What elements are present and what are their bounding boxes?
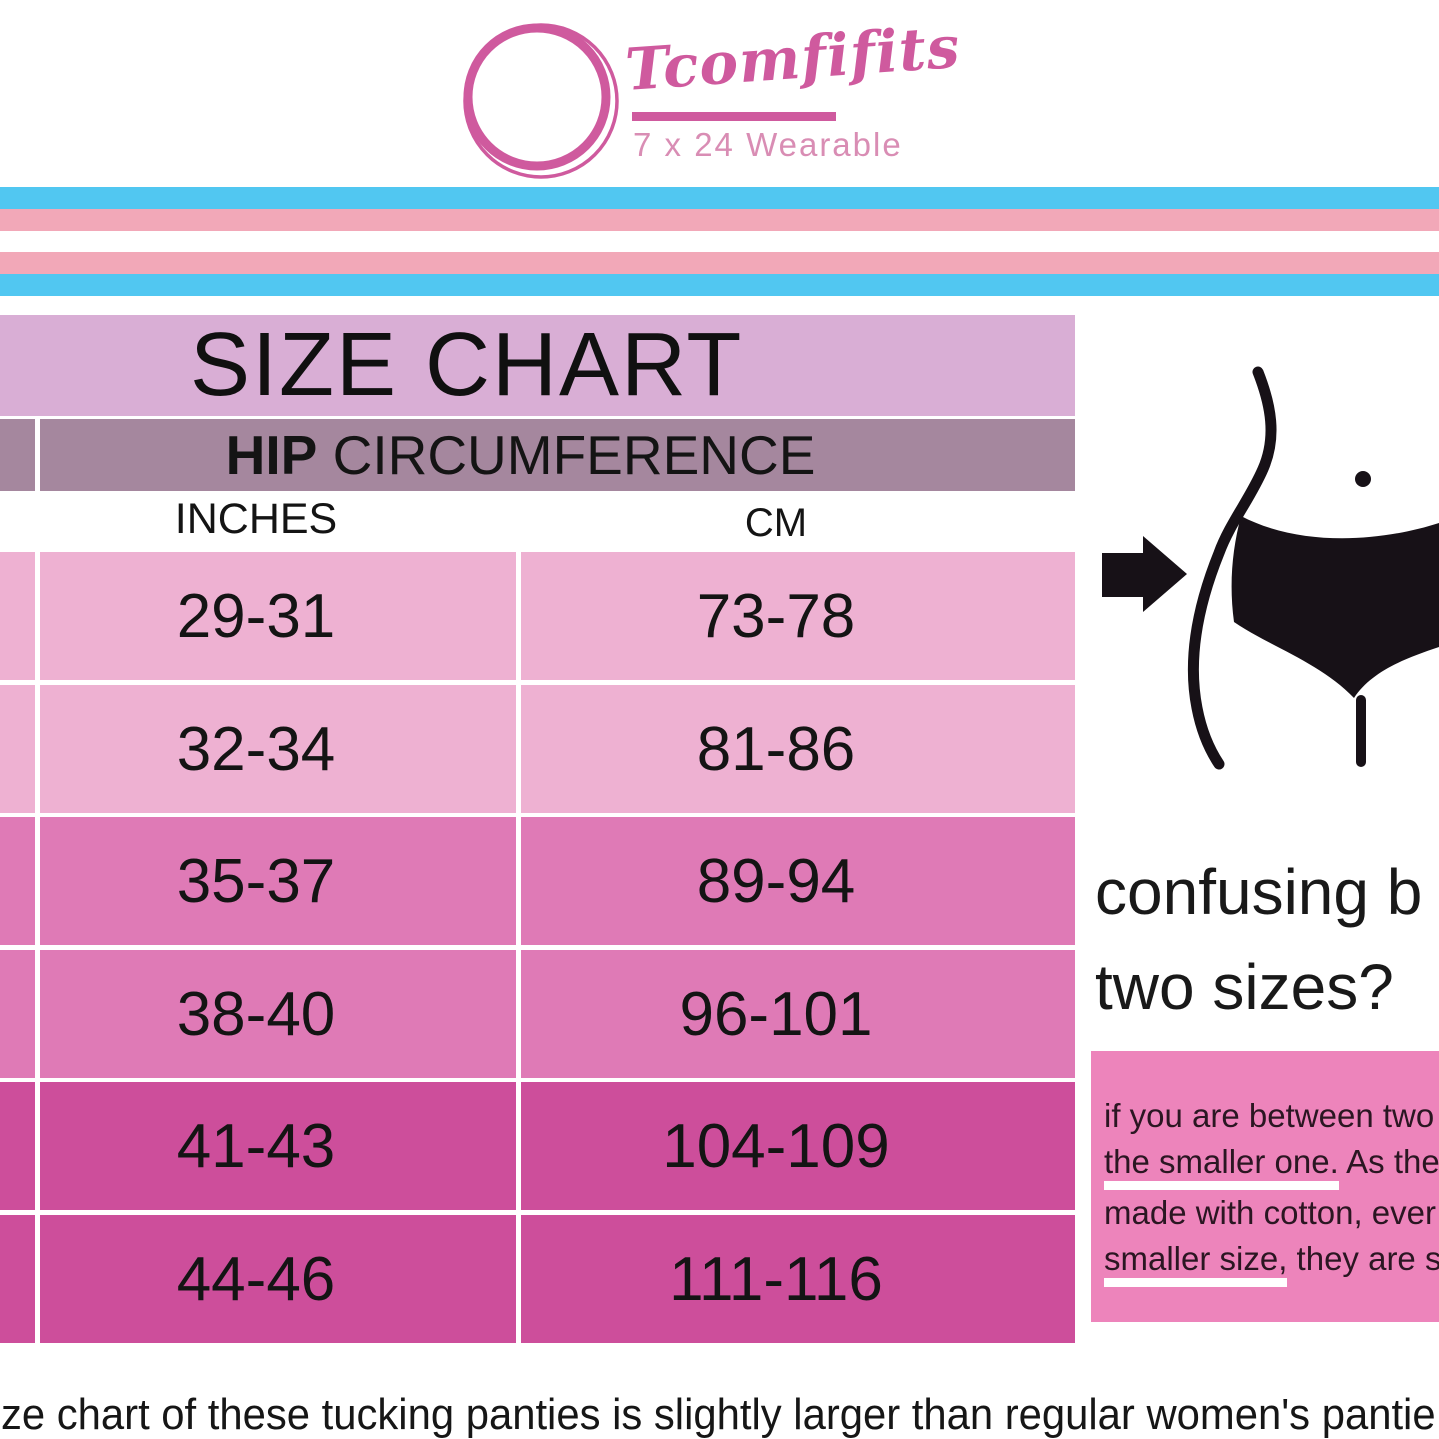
table-row: 44-46 111-116 — [0, 1215, 1075, 1343]
trans-flag-banner — [0, 187, 1439, 296]
flag-stripe-blue — [0, 187, 1439, 209]
flag-stripe-pink — [0, 252, 1439, 275]
brand-ring-icon — [463, 23, 619, 179]
column-header-cm: CM — [744, 501, 808, 545]
hip-inches-value: 44-46 — [176, 1244, 336, 1314]
flag-stripe-white — [0, 230, 1439, 253]
note-line: the smaller one. As the — [1104, 1139, 1439, 1190]
navel-dot — [1355, 471, 1371, 487]
hip-inches-value: 35-37 — [176, 846, 336, 916]
body-outline — [1187, 366, 1277, 770]
note-line: smaller size, they are s — [1104, 1236, 1439, 1287]
arrow-right-icon — [1102, 536, 1187, 612]
hip-cm-value: 104-109 — [662, 1111, 890, 1181]
hip-cm-value: 96-101 — [679, 979, 873, 1049]
row-left-sliver — [0, 552, 35, 680]
hip-cm-value: 89-94 — [696, 846, 856, 916]
brand-tagline: 7 x 24 Wearable — [633, 126, 903, 163]
row-left-sliver — [0, 1215, 35, 1343]
hip-cm-value: 111-116 — [669, 1244, 883, 1314]
row-left-sliver — [0, 685, 35, 813]
note-line: made with cotton, ever — [1104, 1194, 1436, 1231]
sizing-note-box: if you are between two the smaller one. … — [1091, 1051, 1439, 1322]
sizing-note-text: if you are between two the smaller one. … — [1104, 1093, 1439, 1287]
flag-stripe-pink — [0, 208, 1439, 231]
sizing-question-line2: two sizes? — [1095, 951, 1394, 1023]
table-row: 29-31 73-78 — [0, 552, 1075, 680]
hip-measure-illustration — [1102, 366, 1439, 770]
note-line: if you are between two — [1104, 1097, 1435, 1134]
size-chart-title-band: SIZE CHART — [0, 315, 1075, 416]
hip-circumference-label: HIP CIRCUMFERENCE — [225, 424, 816, 486]
footer-caption: ze chart of these tucking panties is sli… — [1, 1390, 1436, 1439]
column-header-inches: INCHES — [174, 495, 338, 543]
page-title: SIZE CHART — [190, 315, 744, 415]
hip-circumference-header: HIP CIRCUMFERENCE — [40, 419, 1075, 491]
row-left-sliver — [0, 817, 35, 945]
table-row: 38-40 96-101 — [0, 950, 1075, 1078]
hip-inches-value: 29-31 — [176, 581, 336, 651]
underwear-shape — [1231, 516, 1439, 698]
row-left-sliver — [0, 950, 35, 1078]
underlined-phrase: the smaller one. — [1104, 1144, 1339, 1190]
table-row: 35-37 89-94 — [0, 817, 1075, 945]
hip-band-left-sliver — [0, 419, 35, 491]
flag-stripe-blue — [0, 274, 1439, 296]
underlined-phrase: smaller size, — [1104, 1241, 1288, 1287]
sizing-question: confusing b two sizes? — [1095, 845, 1422, 1035]
row-left-sliver — [0, 1082, 35, 1210]
table-row: 41-43 104-109 — [0, 1082, 1075, 1210]
brand-underline — [632, 112, 836, 121]
hip-inches-value: 38-40 — [176, 979, 336, 1049]
sizing-question-line1: confusing b — [1095, 856, 1423, 928]
hip-inches-value: 32-34 — [176, 714, 336, 784]
hip-cm-value: 73-78 — [696, 581, 856, 651]
table-row: 32-34 81-86 — [0, 685, 1075, 813]
brand-name: Tcomfifits — [623, 12, 963, 104]
hip-cm-value: 81-86 — [696, 714, 856, 784]
hip-inches-value: 41-43 — [176, 1111, 336, 1181]
